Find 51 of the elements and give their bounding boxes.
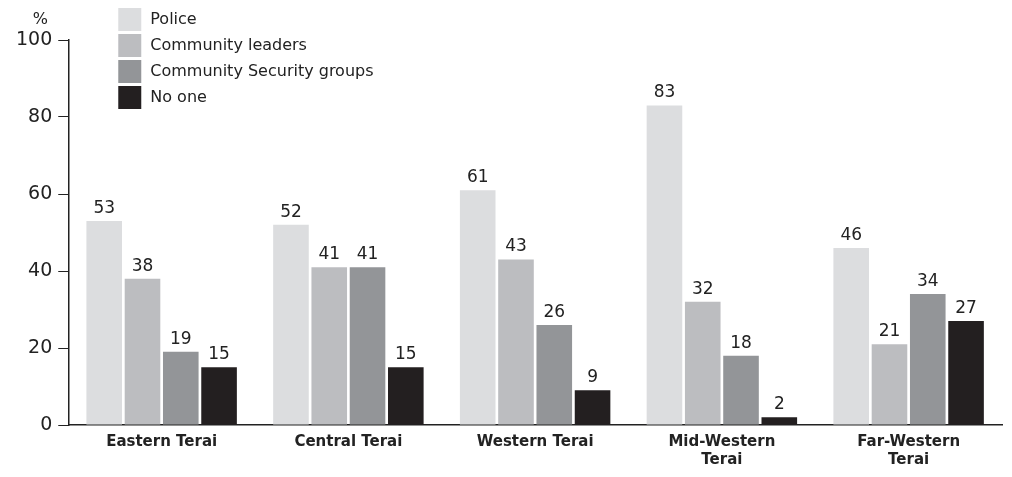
legend-label: Community Security groups [150,61,374,81]
y-tick-label: 100 [16,26,53,49]
bar [349,267,386,425]
data-label: 34 [916,270,939,291]
bar [498,259,534,425]
bar [909,294,946,425]
x-tick-label: Western Terai [476,431,594,450]
data-label: 26 [543,300,566,321]
legend-label: No one [150,87,207,107]
y-tick-label: 60 [28,180,53,203]
data-label: 15 [208,343,230,364]
data-label: 19 [169,327,192,348]
x-tick-label: Central Terai [294,431,403,450]
data-label: 83 [653,81,676,102]
data-label: 21 [878,320,901,341]
bar [124,278,161,425]
data-label: 52 [280,200,302,221]
y-tick-label: 40 [28,257,53,280]
bar [871,344,908,425]
legend-label: Police [150,9,197,29]
bar [723,355,759,425]
y-axis-title: % [32,9,48,29]
bar [684,301,721,425]
data-label: 9 [587,366,598,387]
data-label: 2 [773,393,785,414]
bar [459,190,496,425]
x-tick-label: Mid-Western Terai [668,431,776,468]
data-label: 38 [131,254,154,275]
data-label: 43 [505,235,527,256]
y-tick-label: 80 [28,103,53,126]
bar [273,224,309,425]
data-label: 41 [356,243,379,264]
y-tick-label: 0 [40,411,53,434]
bar [833,247,869,425]
legend-label: Community leaders [150,35,307,55]
data-label: 18 [730,331,752,352]
y-tick-label: 20 [28,334,53,357]
bar [311,267,348,425]
data-label: 61 [466,166,489,187]
bar [86,220,123,425]
x-tick-label: Far-Western Terai [857,431,961,468]
data-label: 15 [394,343,417,364]
data-label: 41 [318,243,341,264]
data-label: 27 [955,296,977,317]
x-tick-label: Eastern Terai [106,431,218,450]
data-label: 32 [691,277,714,298]
bar [162,351,199,425]
bar [646,105,683,425]
bar [536,324,573,425]
data-label: 53 [93,196,116,217]
data-label: 46 [840,223,863,244]
